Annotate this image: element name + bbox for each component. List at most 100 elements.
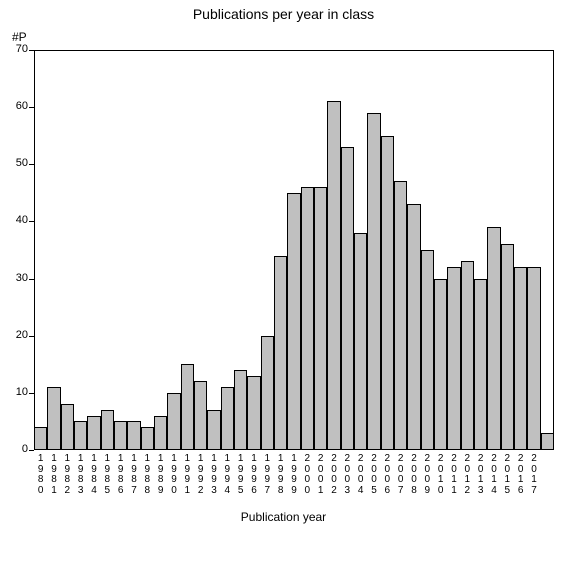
bar (341, 147, 354, 450)
x-tick-label: 1992 (194, 454, 207, 496)
x-tick-label: 2006 (381, 454, 394, 496)
axis-frame (34, 50, 554, 51)
bar (434, 279, 447, 450)
x-tick-label: 1988 (141, 454, 154, 496)
y-tick-mark (29, 279, 34, 280)
x-tick-label: 2002 (327, 454, 340, 496)
y-tick-label: 10 (4, 386, 28, 398)
bar (367, 113, 380, 450)
bar (514, 267, 527, 450)
x-tick-label: 2004 (354, 454, 367, 496)
x-tick-label: 1993 (207, 454, 220, 496)
bar (234, 370, 247, 450)
x-tick-label: 2001 (314, 454, 327, 496)
x-tick-label: 2016 (514, 454, 527, 496)
x-tick-label: 1990 (167, 454, 180, 496)
bar (461, 261, 474, 450)
y-tick-mark (29, 164, 34, 165)
bar (261, 336, 274, 450)
x-tick-label: 1984 (87, 454, 100, 496)
y-tick-label: 20 (4, 329, 28, 341)
x-tick-label: 1989 (154, 454, 167, 496)
x-tick-label: 2007 (394, 454, 407, 496)
bar (74, 421, 87, 450)
bar (127, 421, 140, 450)
x-tick-label: 2013 (474, 454, 487, 496)
bar (407, 204, 420, 450)
x-tick-label: 2000 (301, 454, 314, 496)
y-tick-label: 30 (4, 272, 28, 284)
x-tick-label: 1986 (114, 454, 127, 496)
x-tick-label: 1995 (234, 454, 247, 496)
x-tick-label: 2003 (341, 454, 354, 496)
y-tick-label: 50 (4, 157, 28, 169)
x-tick-label: 2014 (487, 454, 500, 496)
x-tick-label: 1983 (74, 454, 87, 496)
bar (447, 267, 460, 450)
bar (114, 421, 127, 450)
x-tick-label: 2009 (421, 454, 434, 496)
bar (87, 416, 100, 450)
bar (541, 433, 554, 450)
x-tick-label: 1994 (221, 454, 234, 496)
y-tick-mark (29, 221, 34, 222)
x-tick-label: 2011 (447, 454, 460, 496)
bar (394, 181, 407, 450)
x-tick-label: 1998 (274, 454, 287, 496)
x-tick-label: 1985 (101, 454, 114, 496)
bar (47, 387, 60, 450)
y-tick-mark (29, 393, 34, 394)
plot-area: 0102030405060701980198119821983198419851… (34, 50, 554, 450)
bar (167, 393, 180, 450)
x-tick-label: 1981 (47, 454, 60, 496)
axis-frame (553, 50, 554, 450)
y-tick-mark (29, 50, 34, 51)
bar (527, 267, 540, 450)
bar (354, 233, 367, 450)
axis-frame (34, 50, 35, 450)
bar (207, 410, 220, 450)
bar (141, 427, 154, 450)
bar (34, 427, 47, 450)
x-tick-label: 2008 (407, 454, 420, 496)
chart-title: Publications per year in class (0, 6, 567, 22)
bar (501, 244, 514, 450)
y-tick-mark (29, 107, 34, 108)
x-tick-label: 1996 (247, 454, 260, 496)
bar (221, 387, 234, 450)
bar (194, 381, 207, 450)
x-tick-label: 2010 (434, 454, 447, 496)
bar (487, 227, 500, 450)
y-tick-mark (29, 450, 34, 451)
bar (154, 416, 167, 450)
y-tick-mark (29, 336, 34, 337)
x-tick-label: 1997 (261, 454, 274, 496)
x-tick-label: 1999 (287, 454, 300, 496)
y-axis-label: #P (12, 30, 27, 44)
x-tick-label: 1991 (181, 454, 194, 496)
x-axis-label: Publication year (0, 510, 567, 524)
x-tick-label: 1980 (34, 454, 47, 496)
x-tick-label: 2005 (367, 454, 380, 496)
x-tick-label: 2012 (461, 454, 474, 496)
x-tick-label: 1982 (61, 454, 74, 496)
x-tick-label: 1987 (127, 454, 140, 496)
bar (101, 410, 114, 450)
bar (327, 101, 340, 450)
bar (421, 250, 434, 450)
y-tick-label: 40 (4, 214, 28, 226)
bar (287, 193, 300, 450)
y-tick-label: 70 (4, 43, 28, 55)
bar (274, 256, 287, 450)
bar (314, 187, 327, 450)
bar (61, 404, 74, 450)
bar (381, 136, 394, 450)
bar (474, 279, 487, 450)
bar (247, 376, 260, 450)
y-tick-label: 60 (4, 100, 28, 112)
chart-container: Publications per year in class #P 010203… (0, 0, 567, 567)
bar (181, 364, 194, 450)
x-tick-label: 2017 (527, 454, 540, 496)
bar (301, 187, 314, 450)
x-tick-label: 2015 (501, 454, 514, 496)
